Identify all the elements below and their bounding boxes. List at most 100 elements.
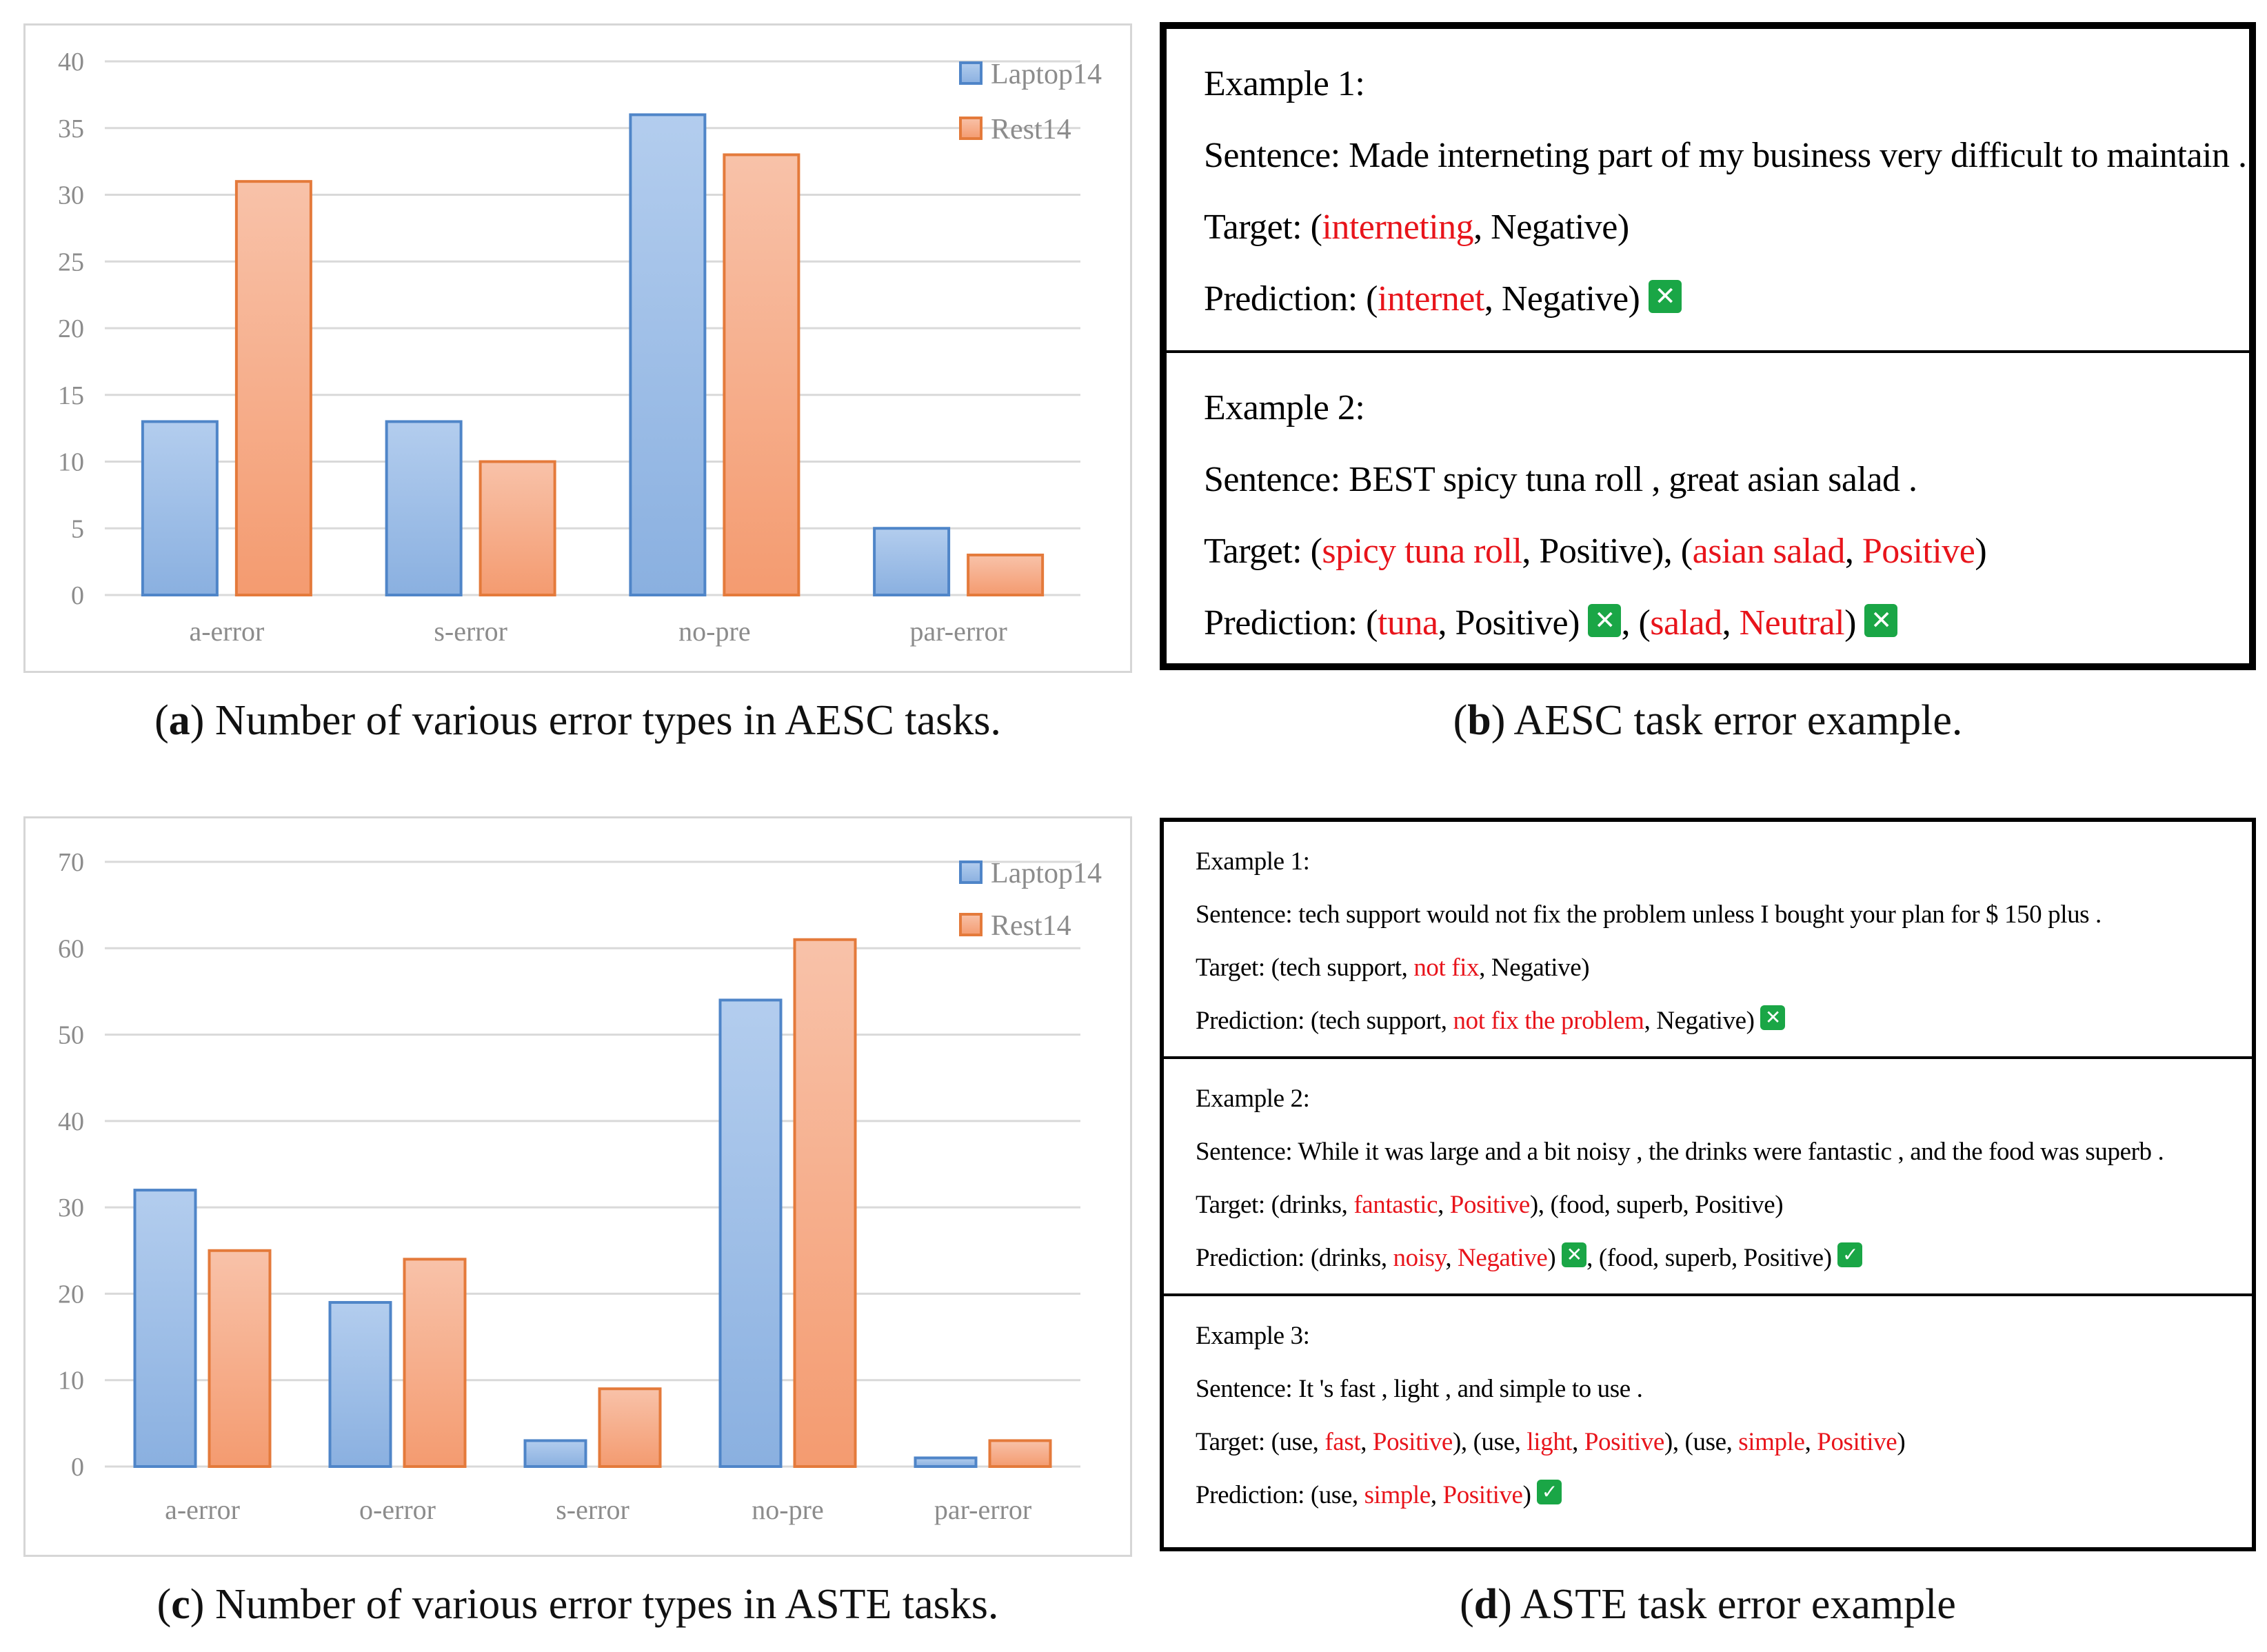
highlighted-text: Positive <box>1584 1428 1664 1456</box>
caption-b-letter: b <box>1467 697 1491 744</box>
wrong-mark-icon: ✕ <box>1760 1005 1786 1030</box>
bar-rest14-no-pre <box>723 153 800 596</box>
y-tick-label: 15 <box>58 381 84 410</box>
legend-label-laptop14: Laptop14 <box>991 59 1102 90</box>
text-span: , <box>1360 1428 1373 1456</box>
y-tick-label: 5 <box>71 514 84 543</box>
text-span: , <box>1804 1428 1817 1456</box>
highlighted-text: Neutral <box>1739 603 1845 643</box>
text-span: Example 1: <box>1196 847 1310 876</box>
bar-laptop14-o-error <box>328 1300 392 1469</box>
chart-c-frame: 0 10 20 30 40 50 60 70 a-error o-error s-error no-p… <box>23 816 1132 1557</box>
text-span: Sentence: tech support would not fix the… <box>1196 900 2102 929</box>
example-2: Example 2: Sentence: BEST spicy tuna roll… <box>1167 350 2249 663</box>
text-span: , <box>1445 1244 1458 1272</box>
example-title: Example 1: <box>1196 847 1310 876</box>
highlighted-text: internet <box>1378 279 1484 319</box>
legend-swatch-rest14 <box>959 913 983 936</box>
wrong-mark-icon: ✕ <box>1562 1242 1587 1267</box>
example-sentence: Sentence: Made interneting part of my bu… <box>1204 135 2247 176</box>
highlighted-text: simple <box>1364 1481 1431 1509</box>
example-target: Target: (interneting, Negative) <box>1204 207 1629 248</box>
text-span: , Negative) <box>1484 279 1649 319</box>
legend-label-rest14: Rest14 <box>991 910 1071 942</box>
highlighted-text: noisy <box>1393 1244 1446 1272</box>
bar-rest14-no-pre <box>793 938 857 1468</box>
highlighted-text: simple <box>1738 1428 1805 1456</box>
caption-c-letter: c <box>171 1581 190 1628</box>
example-prediction: Prediction: (tuna, Positive) ✕, (salad, … <box>1204 603 1898 643</box>
highlighted-text: interneting <box>1322 208 1474 247</box>
text-span: Prediction: (drinks, <box>1196 1244 1393 1272</box>
bar-laptop14-a-error <box>133 1189 197 1468</box>
example-sentence: Sentence: While it was large and a bit n… <box>1196 1137 2164 1167</box>
caption-d-text: ASTE task error example <box>1511 1581 1956 1628</box>
text-span: Prediction: (tech support, <box>1196 1007 1453 1035</box>
y-tick-label: 30 <box>58 1193 84 1222</box>
text-span: Example 2: <box>1196 1085 1310 1113</box>
x-tick-label: s-error <box>556 1494 629 1525</box>
highlighted-text: Positive <box>1862 532 1975 571</box>
example-sentence: Sentence: It 's fast , light , and simpl… <box>1196 1374 1643 1404</box>
y-tick-label: 40 <box>58 48 84 77</box>
legend-swatch-laptop14 <box>959 860 983 884</box>
example-title: Example 2: <box>1196 1084 1310 1114</box>
example-prediction: Prediction: (tech support, not fix the p… <box>1196 1005 1786 1036</box>
example-2: Example 2: Sentence: While it was large a… <box>1164 1056 2252 1293</box>
text-span: , Negative) <box>1473 208 1629 247</box>
highlighted-text: fast <box>1324 1428 1361 1456</box>
highlighted-text: light <box>1527 1428 1573 1456</box>
wrong-mark-icon: ✕ <box>1648 280 1682 314</box>
text-span: , <box>1572 1428 1584 1456</box>
text-span: Target: (drinks, <box>1196 1191 1354 1219</box>
text-span: , Negative) <box>1479 954 1590 982</box>
highlighted-text: Positive <box>1442 1481 1523 1509</box>
text-span: Target: ( <box>1204 532 1322 571</box>
text-span: , Negative) <box>1644 1007 1761 1035</box>
text-span: Target: ( <box>1204 208 1322 247</box>
chart-a-frame: 0 5 10 15 20 25 30 35 40 a-error s-error no-pre par-… <box>23 23 1132 673</box>
y-tick-label: 30 <box>58 181 84 210</box>
bar-rest14-par-error <box>988 1439 1052 1469</box>
text-span: ), (use, <box>1664 1428 1739 1456</box>
bar-rest14-s-error <box>478 460 556 596</box>
chart-c: 0 10 20 30 40 50 60 70 a-error o-error s-error no-p… <box>58 848 1102 1525</box>
chart-a: 0 5 10 15 20 25 30 35 40 a-error s-error no-pre par-… <box>58 48 1102 647</box>
x-tick-label: no-pre <box>752 1494 823 1525</box>
legend-swatch-laptop14 <box>959 61 983 85</box>
bar-laptop14-no-pre <box>718 998 783 1468</box>
y-tick-label: 0 <box>71 581 84 610</box>
y-tick-label: 0 <box>71 1453 84 1482</box>
highlighted-text: Positive <box>1372 1428 1453 1456</box>
bar-laptop14-a-error <box>141 420 219 597</box>
bar-laptop14-s-error <box>523 1439 587 1469</box>
aesc-example-box: Example 1: Sentence: Made interneting par… <box>1160 22 2256 670</box>
highlighted-text: not fix the problem <box>1453 1007 1644 1035</box>
bar-laptop14-s-error <box>385 420 463 597</box>
example-target: Target: (use, fast, Positive), (use, lig… <box>1196 1427 1906 1457</box>
highlighted-text: Negative <box>1458 1244 1548 1272</box>
y-tick-label: 10 <box>58 1367 84 1396</box>
text-span: , <box>1430 1481 1443 1509</box>
text-span: , <box>1722 603 1740 643</box>
bar-rest14-o-error <box>403 1258 467 1468</box>
example-prediction: Prediction: (use, simple, Positive) ✓ <box>1196 1479 1562 1510</box>
text-span: , ( <box>1621 603 1651 643</box>
x-tick-label: a-error <box>189 616 264 647</box>
check-mark-icon: ✓ <box>1537 1479 1562 1504</box>
y-tick-label: 20 <box>58 1280 84 1309</box>
y-tick-label: 50 <box>58 1021 84 1050</box>
legend-swatch-rest14 <box>959 117 983 140</box>
bar-laptop14-no-pre <box>629 113 707 596</box>
text-span: ) <box>1975 532 1987 571</box>
text-span: Example 1: <box>1204 64 1365 103</box>
x-tick-label: a-error <box>165 1494 240 1525</box>
bar-rest14-s-error <box>598 1387 662 1468</box>
aste-example-box: Example 1: Sentence: tech support would n… <box>1160 818 2256 1551</box>
caption-d-letter: d <box>1473 1581 1498 1628</box>
highlighted-text: spicy tuna roll <box>1322 532 1522 571</box>
text-span: Sentence: It 's fast , light , and simpl… <box>1196 1375 1643 1403</box>
x-tick-label: s-error <box>434 616 507 647</box>
x-tick-label: par-error <box>909 616 1007 647</box>
text-span: Example 3: <box>1196 1322 1310 1350</box>
